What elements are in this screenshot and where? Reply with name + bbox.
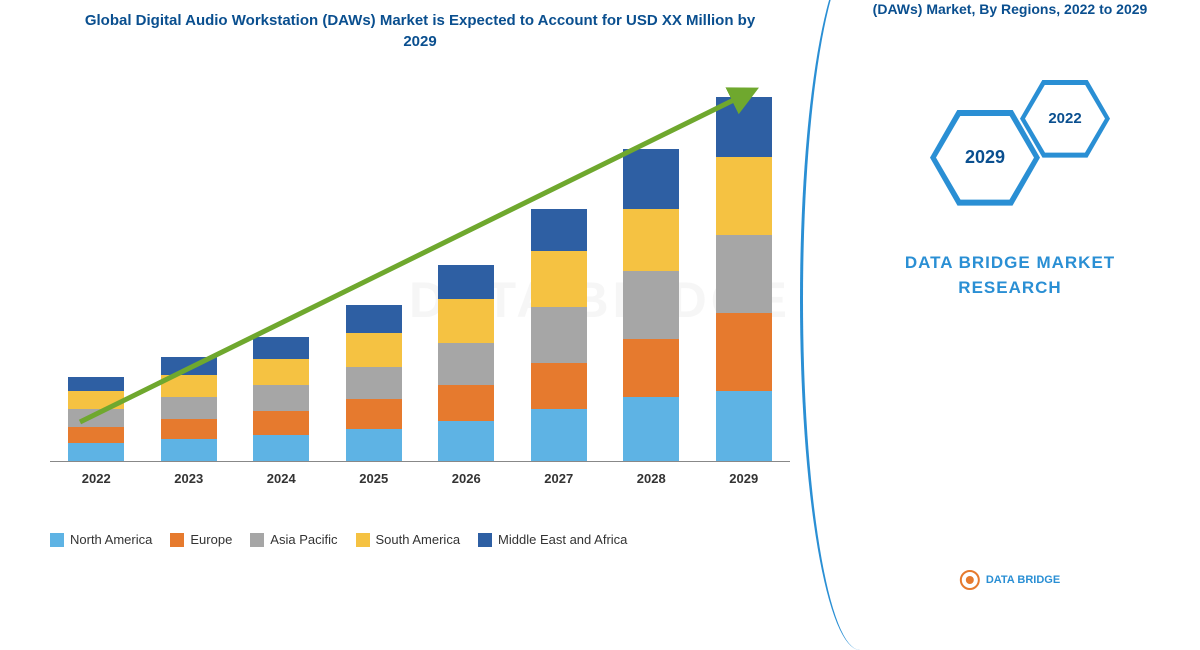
- bars-container: 2022 2023 2024 2025 2026 2027 2028 2029: [50, 82, 790, 462]
- bar-segment: [68, 391, 124, 409]
- legend: North America Europe Asia Pacific South Ame…: [50, 532, 800, 547]
- bar-segment: [346, 367, 402, 399]
- brand-text: DATA BRIDGE MARKET RESEARCH: [840, 250, 1180, 301]
- legend-swatch: [478, 533, 492, 547]
- bar-segment: [623, 397, 679, 461]
- hexagon-small: 2022: [1020, 80, 1110, 158]
- bar-segment: [716, 97, 772, 157]
- bar-segment: [346, 429, 402, 461]
- bar-label: 2027: [531, 471, 587, 486]
- legend-item: Middle East and Africa: [478, 532, 627, 547]
- bar-segment: [531, 363, 587, 409]
- bar-segment: [68, 427, 124, 443]
- bar-segment: [438, 299, 494, 343]
- bar-group: 2022: [68, 377, 124, 461]
- bar-segment: [253, 411, 309, 435]
- bar-segment: [531, 251, 587, 307]
- right-title: (DAWs) Market, By Regions, 2022 to 2029: [840, 0, 1180, 20]
- bar-group: 2027: [531, 209, 587, 461]
- bar-segment: [253, 337, 309, 359]
- bar-group: 2023: [161, 357, 217, 461]
- bar-segment: [161, 439, 217, 461]
- bar-group: 2029: [716, 97, 772, 461]
- bar-segment: [346, 333, 402, 367]
- bar-group: 2028: [623, 149, 679, 461]
- bar-segment: [68, 409, 124, 427]
- bar-group: 2024: [253, 337, 309, 461]
- bar-group: 2025: [346, 305, 402, 461]
- bar-segment: [623, 209, 679, 271]
- legend-item: Europe: [170, 532, 232, 547]
- bar-segment: [531, 209, 587, 251]
- bar-segment: [716, 235, 772, 313]
- legend-item: Asia Pacific: [250, 532, 337, 547]
- bar-label: 2023: [161, 471, 217, 486]
- left-panel: Global Digital Audio Workstation (DAWs) …: [0, 0, 820, 600]
- bar-segment: [161, 419, 217, 439]
- bar-label: 2029: [716, 471, 772, 486]
- bar-segment: [68, 443, 124, 461]
- bar-segment: [346, 305, 402, 333]
- legend-label: South America: [376, 532, 461, 547]
- hexagon-group: 2029 2022: [910, 60, 1110, 220]
- bar-group: 2026: [438, 265, 494, 461]
- bar-label: 2026: [438, 471, 494, 486]
- legend-swatch: [250, 533, 264, 547]
- main-container: Global Digital Audio Workstation (DAWs) …: [0, 0, 1200, 600]
- bar-label: 2028: [623, 471, 679, 486]
- logo-icon: [960, 570, 980, 590]
- small-logo: DATA BRIDGE: [960, 570, 1060, 590]
- hexagon-small-label: 2022: [1025, 85, 1105, 153]
- bar-segment: [531, 409, 587, 461]
- bar-segment: [253, 435, 309, 461]
- bar-segment: [438, 421, 494, 461]
- bar-segment: [438, 265, 494, 299]
- chart-area: 2022 2023 2024 2025 2026 2027 2028 2029: [50, 72, 790, 492]
- legend-swatch: [356, 533, 370, 547]
- bar-segment: [716, 157, 772, 235]
- bar-segment: [253, 385, 309, 411]
- legend-label: Europe: [190, 532, 232, 547]
- chart-title: Global Digital Audio Workstation (DAWs) …: [40, 10, 800, 52]
- hexagon-large-label: 2029: [936, 116, 1034, 200]
- bar-segment: [623, 339, 679, 397]
- bar-segment: [531, 307, 587, 363]
- legend-swatch: [50, 533, 64, 547]
- bar-label: 2025: [346, 471, 402, 486]
- bar-segment: [716, 391, 772, 461]
- bar-segment: [623, 271, 679, 339]
- legend-label: Asia Pacific: [270, 532, 337, 547]
- bar-segment: [161, 375, 217, 397]
- bar-segment: [623, 149, 679, 209]
- right-panel: (DAWs) Market, By Regions, 2022 to 2029 …: [820, 0, 1200, 600]
- small-logo-text: DATA BRIDGE: [986, 574, 1060, 586]
- bar-label: 2022: [68, 471, 124, 486]
- bar-segment: [346, 399, 402, 429]
- legend-item: South America: [356, 532, 461, 547]
- bar-segment: [161, 357, 217, 375]
- bar-segment: [68, 377, 124, 391]
- legend-label: Middle East and Africa: [498, 532, 627, 547]
- bar-segment: [438, 385, 494, 421]
- brand-line-1: DATA BRIDGE MARKET: [840, 250, 1180, 276]
- bar-segment: [161, 397, 217, 419]
- bar-label: 2024: [253, 471, 309, 486]
- legend-item: North America: [50, 532, 152, 547]
- legend-label: North America: [70, 532, 152, 547]
- brand-line-2: RESEARCH: [840, 275, 1180, 301]
- bar-segment: [716, 313, 772, 391]
- bar-segment: [253, 359, 309, 385]
- legend-swatch: [170, 533, 184, 547]
- bar-segment: [438, 343, 494, 385]
